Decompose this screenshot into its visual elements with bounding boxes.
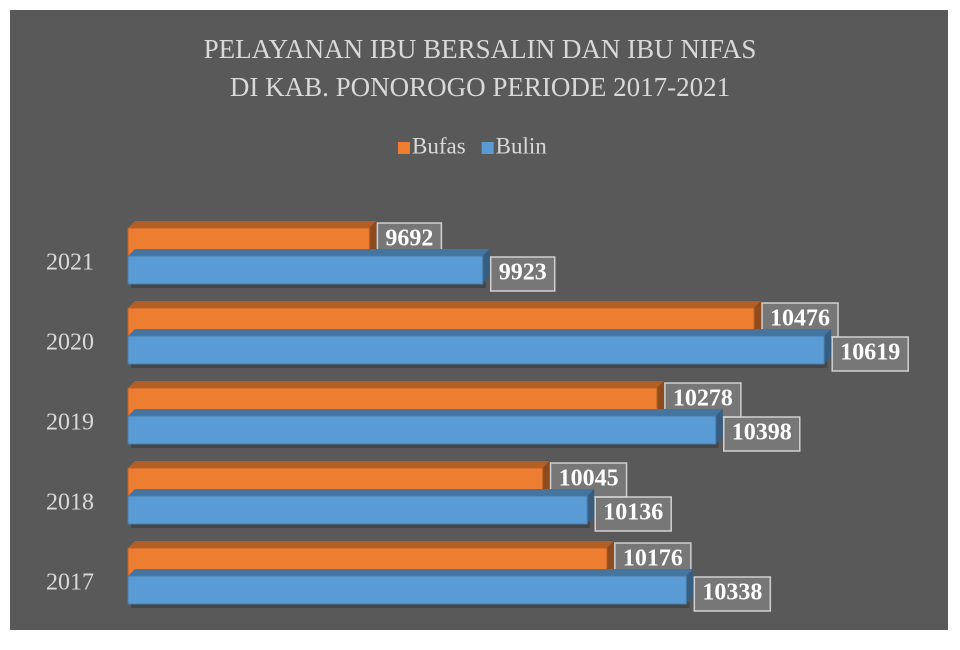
bar-top xyxy=(128,301,762,308)
data-label-box xyxy=(693,576,772,612)
bar xyxy=(127,335,825,365)
bar-top xyxy=(128,381,664,388)
data-label: 10398 xyxy=(732,420,792,446)
legend-label: Bulin xyxy=(496,133,548,158)
bar-top xyxy=(128,249,490,256)
bar-top xyxy=(128,489,595,496)
data-label-box xyxy=(831,336,909,372)
bar-side xyxy=(542,461,550,496)
data-label: 10278 xyxy=(673,386,733,412)
data-label: 10338 xyxy=(702,580,762,606)
bar-side xyxy=(482,249,490,284)
data-label: 10176 xyxy=(623,546,683,572)
bar-side xyxy=(587,489,595,524)
bar-top xyxy=(128,329,832,336)
data-label: 9923 xyxy=(499,260,547,286)
bar xyxy=(127,255,484,285)
data-label-box xyxy=(723,416,801,452)
data-label: 9692 xyxy=(385,226,433,252)
legend-swatch xyxy=(398,142,410,154)
y-tick-label: 2021 xyxy=(46,250,94,276)
chart-title: PELAYANAN IBU BERSALIN DAN IBU NIFAS xyxy=(204,34,757,64)
y-tick-label: 2019 xyxy=(46,410,94,436)
bar-top xyxy=(128,221,377,228)
bar-side xyxy=(715,409,723,444)
legend-label: Bufas xyxy=(412,133,466,158)
bar-side xyxy=(824,329,832,364)
bar-side xyxy=(656,381,664,416)
bar-top xyxy=(128,409,723,416)
bar-side xyxy=(606,541,614,576)
bar-side xyxy=(754,301,762,336)
bar-top xyxy=(128,541,614,548)
bar-top xyxy=(128,461,550,468)
data-label-box xyxy=(594,496,672,532)
y-tick-label: 2017 xyxy=(46,570,94,596)
data-label: 10045 xyxy=(559,466,619,492)
bar xyxy=(127,495,588,525)
y-tick-label: 2018 xyxy=(46,490,94,516)
data-label: 10476 xyxy=(770,306,830,332)
chart-title: DI KAB. PONOROGO PERIODE 2017-2021 xyxy=(230,72,730,102)
bar xyxy=(127,415,717,445)
y-tick-label: 2020 xyxy=(46,330,94,356)
data-label: 10619 xyxy=(840,340,900,366)
bar-side xyxy=(686,569,694,604)
bar-side xyxy=(369,221,377,256)
data-label: 10136 xyxy=(603,500,663,526)
legend-swatch xyxy=(481,142,494,154)
data-label-box xyxy=(489,256,556,292)
bar-top xyxy=(128,569,694,576)
bar xyxy=(127,575,687,605)
